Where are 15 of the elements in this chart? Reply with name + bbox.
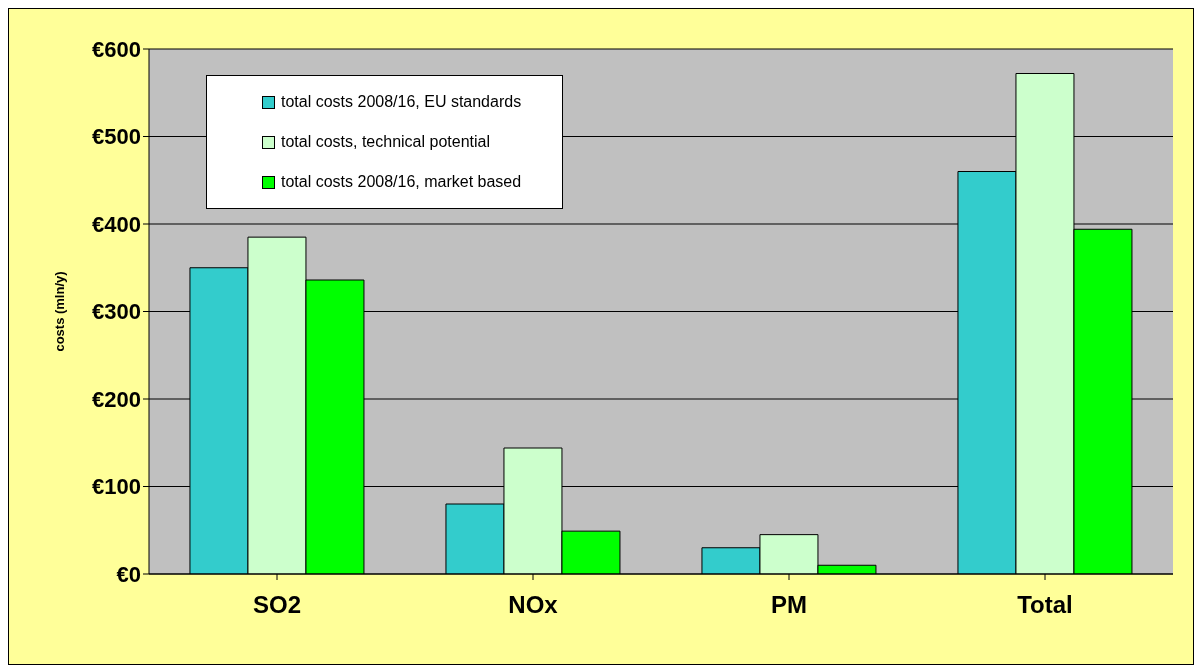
y-tick-label: €0 bbox=[116, 561, 141, 587]
y-tick-label: €500 bbox=[92, 124, 141, 150]
legend-label: total costs, technical potential bbox=[281, 133, 491, 151]
x-tick-label: NOx bbox=[508, 591, 559, 619]
x-tick-label: PM bbox=[771, 591, 807, 619]
y-tick-label: €400 bbox=[92, 211, 141, 237]
y-tick-label: €200 bbox=[92, 386, 141, 412]
y-tick-label: €600 bbox=[92, 36, 141, 62]
y-tick-label: €100 bbox=[92, 474, 141, 500]
y-axis-title: costs (mln/y) bbox=[51, 271, 67, 352]
x-tick-label: Total bbox=[1017, 591, 1073, 619]
y-tick-label: €300 bbox=[92, 299, 141, 325]
legend-label: total costs 2008/16, EU standards bbox=[281, 93, 522, 111]
legend-label: total costs 2008/16, market based bbox=[281, 173, 522, 191]
x-tick-label: SO2 bbox=[252, 591, 302, 619]
